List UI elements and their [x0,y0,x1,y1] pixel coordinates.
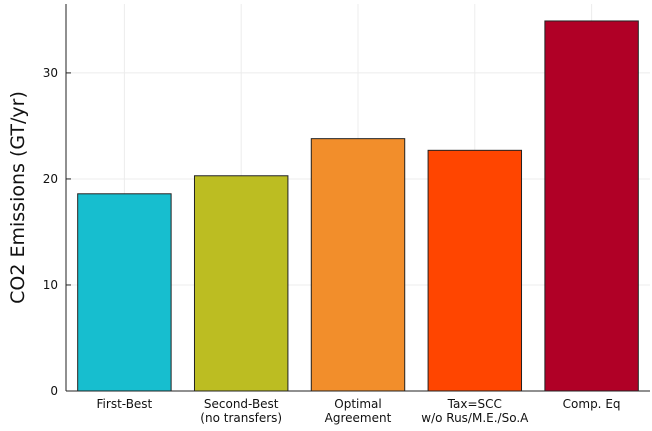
x-tick-label-2: Optimal Agreement [325,397,392,425]
y-tick-label: 0 [50,384,58,398]
x-tick-label-1: Second-Best (no transfers) [200,397,282,425]
bar-2 [310,138,406,392]
x-tick-label-4: Comp. Eq [563,397,621,411]
bar-3 [427,149,523,392]
x-tick-label-3: Tax=SCC w/o Rus/M.E./So.A [421,397,529,425]
y-ticks: 0 10 20 30 [43,66,71,398]
bar-1 [193,175,289,392]
x-tick-labels: First-Best Second-Best (no transfers) Optim… [97,397,621,425]
bar-4 [544,20,639,392]
y-tick-label: 20 [43,172,58,186]
bars [77,20,639,392]
x-tick-label-0: First-Best [97,397,153,411]
y-tick-label: 10 [43,278,58,292]
bar-0 [77,193,172,392]
axes [65,4,650,392]
y-tick-label: 30 [43,66,58,80]
y-axis-label: CO2 Emissions (GT/yr) [7,91,29,304]
